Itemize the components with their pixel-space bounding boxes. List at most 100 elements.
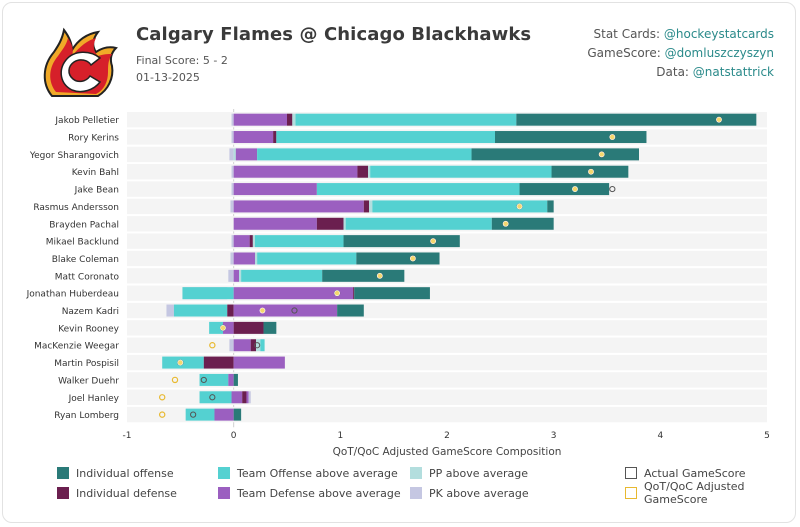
legend-label: Individual defense xyxy=(76,486,177,500)
gamescore-link[interactable]: @domluszczyszyn xyxy=(664,46,774,60)
bar-segment xyxy=(228,269,234,282)
bar-segment xyxy=(209,321,223,334)
bar-segment xyxy=(233,373,238,386)
chart-legend: Individual offense Team Offense above ave… xyxy=(0,462,800,508)
credits-block: Stat Cards: @hockeystatcards GameScore: … xyxy=(587,25,774,82)
player-label: Matt Coronato xyxy=(55,272,120,282)
legend-label: Team Defense above average xyxy=(237,486,401,500)
legend-item-individual-offense: Individual offense xyxy=(57,466,174,480)
legend-item-team-offense: Team Offense above average xyxy=(218,466,398,480)
bar-segment xyxy=(242,391,247,404)
bar-segment xyxy=(233,287,354,300)
player-label: Rasmus Andersson xyxy=(33,203,119,213)
legend-swatch xyxy=(57,467,69,479)
game-date: 01-13-2025 xyxy=(136,71,200,84)
legend-swatch xyxy=(625,467,637,479)
bar-segment xyxy=(233,113,287,126)
bar-segment xyxy=(199,391,232,404)
bar-segment xyxy=(316,217,344,230)
row-band xyxy=(127,372,767,388)
bar-segment xyxy=(257,252,357,265)
adjusted-gamescore-marker xyxy=(171,376,179,384)
adjusted-gamescore-marker xyxy=(220,324,226,331)
adjusted-gamescore-marker xyxy=(334,290,341,297)
legend-label: QoT/QoC Adjusted GameScore xyxy=(644,480,745,506)
bar-segment xyxy=(233,356,285,369)
chart-title: Calgary Flames @ Chicago Blackhawks xyxy=(136,24,532,45)
bar-segment xyxy=(316,183,520,196)
credit-line-stat-cards: Stat Cards: @hockeystatcards xyxy=(593,27,775,41)
bar-segment xyxy=(337,304,364,317)
bar-segment xyxy=(233,252,255,265)
player-label: Kevin Bahl xyxy=(72,168,119,178)
player-label: Kevin Rooney xyxy=(58,324,119,334)
adjusted-gamescore-marker xyxy=(430,238,437,245)
actual-gamescore-marker xyxy=(200,376,207,384)
x-tick-label: 0 xyxy=(231,431,237,441)
legend-item-individual-defense: Individual defense xyxy=(57,486,177,500)
adjusted-gamescore-marker xyxy=(259,307,266,314)
bar-segment xyxy=(233,183,317,196)
x-tick-label: 5 xyxy=(764,431,770,441)
bar-segment xyxy=(363,200,370,213)
bar-segment xyxy=(233,148,236,161)
stat-cards-link[interactable]: @hockeystatcards xyxy=(663,27,774,41)
bar-segment xyxy=(292,113,296,126)
bar-segment xyxy=(370,165,552,178)
bar-segment xyxy=(248,391,251,404)
bar-segment xyxy=(233,131,274,144)
bar-segment xyxy=(471,148,639,161)
bar-segment xyxy=(199,373,229,386)
bar-segment xyxy=(230,200,234,213)
row-band xyxy=(127,406,767,423)
player-label: Jakob Pelletier xyxy=(54,116,119,126)
legend-item-team-defense: Team Defense above average xyxy=(218,486,401,500)
row-band xyxy=(127,250,767,267)
bar-segment xyxy=(229,148,234,161)
bar-segment xyxy=(295,113,517,126)
bar-segment xyxy=(246,391,249,404)
legend-item-actual-marker: Actual GameScore xyxy=(625,466,746,480)
player-label: Rory Kerins xyxy=(68,134,119,144)
player-label: Nazem Kadri xyxy=(62,307,119,317)
bar-segment xyxy=(182,287,234,300)
x-tick-label: 2 xyxy=(444,431,450,441)
x-axis-label: QoT/QoC Adjusted GameScore Composition xyxy=(333,446,562,458)
adjusted-gamescore-marker xyxy=(209,342,216,349)
bar-segment xyxy=(519,183,610,196)
bar-segment xyxy=(516,113,757,126)
bar-segment xyxy=(233,217,317,230)
bar-segment xyxy=(263,321,277,334)
adjusted-gamescore-marker xyxy=(158,394,166,401)
adjusted-gamescore-marker xyxy=(516,203,523,210)
bar-segment xyxy=(369,200,373,213)
bar-segment xyxy=(230,252,234,265)
player-label: Ryan Lomberg xyxy=(54,411,119,421)
adjusted-gamescore-marker xyxy=(376,272,383,279)
player-label: Yegor Sharangovich xyxy=(29,151,119,161)
adjusted-gamescore-marker xyxy=(177,359,184,366)
x-tick-label: 3 xyxy=(551,431,557,441)
data-link[interactable]: @natstattrick xyxy=(692,65,774,79)
row-band xyxy=(127,337,767,353)
legend-swatch xyxy=(410,467,422,479)
bar-segment xyxy=(250,339,257,352)
bar-segment xyxy=(260,339,265,352)
bar-segment xyxy=(233,304,338,317)
player-label: Brayden Pachal xyxy=(49,220,119,230)
legend-item-pp: PP above average xyxy=(410,466,528,480)
player-label: Jonathan Huberdeau xyxy=(26,290,119,300)
player-label: Mikael Backlund xyxy=(46,238,119,248)
bar-segment xyxy=(354,287,430,300)
adjusted-gamescore-marker xyxy=(609,134,616,140)
legend-item-qot-outline: QoT/QoC Adjusted GameScore xyxy=(625,480,800,506)
bar-segment xyxy=(231,131,234,144)
x-tick-label: -1 xyxy=(123,431,132,441)
bar-segment xyxy=(231,183,234,196)
bar-segment xyxy=(233,321,264,334)
bar-segment xyxy=(353,287,355,300)
bar-segment xyxy=(231,113,234,126)
legend-swatch xyxy=(410,487,422,499)
legend-label: PP above average xyxy=(429,466,529,480)
credit-line-data: Data: @natstattrick xyxy=(656,65,774,79)
